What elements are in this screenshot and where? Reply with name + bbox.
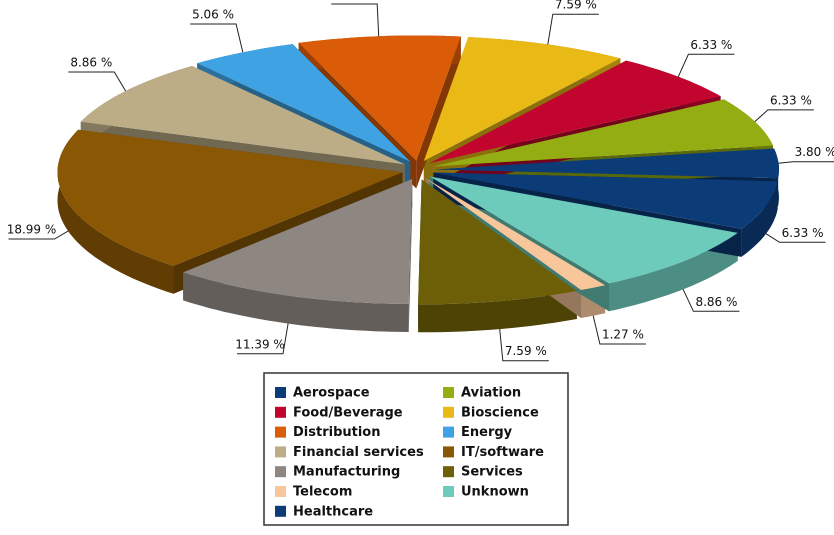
leader-line <box>499 329 549 362</box>
legend-swatch <box>275 505 286 517</box>
data-label: 8.86 % <box>70 56 112 70</box>
legend-label: Distribution <box>293 425 380 440</box>
legend-label: Aerospace <box>293 386 370 401</box>
data-label: 6.33 % <box>782 226 824 240</box>
slice-wall <box>418 291 577 333</box>
legend-label: Food/Beverage <box>293 405 403 420</box>
legend-swatch <box>275 406 286 418</box>
data-label: 7.59 % <box>555 0 597 12</box>
leader-line <box>754 109 814 122</box>
data-label: 6.33 % <box>690 38 732 52</box>
data-label: 7.59 % <box>333 0 375 1</box>
slice <box>298 35 461 161</box>
leader-line <box>778 161 834 164</box>
leader-line <box>68 71 127 92</box>
data-label: 18.99 % <box>7 223 57 237</box>
data-label: 7.59 % <box>505 344 547 358</box>
slice-wall <box>609 232 738 312</box>
slice-side <box>416 36 461 189</box>
leader-line <box>331 3 380 37</box>
data-label: 6.33 % <box>770 93 812 107</box>
legend-swatch <box>443 486 454 497</box>
slice <box>183 179 413 304</box>
data-label: 5.06 % <box>192 7 234 21</box>
slice <box>433 172 778 229</box>
leader-line <box>547 13 599 45</box>
leader-line <box>592 315 646 345</box>
slice <box>434 148 779 179</box>
legend-label: Unknown <box>461 485 529 500</box>
slice <box>197 44 411 162</box>
legend-label: Energy <box>461 425 513 440</box>
legend-box <box>263 372 569 526</box>
leader-line <box>237 323 289 355</box>
slice <box>425 178 606 290</box>
slice <box>423 37 621 161</box>
legend-swatch <box>443 426 454 438</box>
legend-label: Financial services <box>293 445 424 460</box>
legend-swatch <box>443 387 454 398</box>
legend-label: IT/software <box>461 445 544 460</box>
leader-line <box>765 233 826 243</box>
legend-swatch <box>275 426 286 438</box>
leader-line <box>190 23 244 53</box>
legend-swatch <box>443 406 454 418</box>
legend-swatch <box>443 446 454 458</box>
slice-side <box>408 179 413 332</box>
legend-swatch <box>275 486 286 497</box>
legend-label: Manufacturing <box>293 465 400 480</box>
leader-line <box>682 289 740 312</box>
legend-swatch <box>275 466 286 478</box>
slice-wall <box>741 181 778 257</box>
leader-line <box>8 230 69 240</box>
data-label: 11.39 % <box>235 337 285 351</box>
legend-label: Bioscience <box>461 405 539 420</box>
legend-label: Healthcare <box>293 504 373 519</box>
legend-label: Aviation <box>461 386 521 401</box>
data-label: 3.80 % <box>795 145 834 159</box>
slice <box>432 99 773 167</box>
legend-swatch <box>275 387 286 398</box>
legend-swatch <box>443 466 454 478</box>
data-label: 8.86 % <box>695 295 737 309</box>
slice <box>429 60 721 164</box>
leader-line <box>677 53 735 77</box>
slice <box>57 129 403 266</box>
slice-wall <box>183 272 409 332</box>
legend-label: Telecom <box>293 485 352 500</box>
slice <box>418 179 577 305</box>
slice <box>429 176 738 284</box>
legend-swatch <box>275 446 286 458</box>
data-label: 1.27 % <box>602 328 644 342</box>
slice <box>80 66 406 165</box>
legend-label: Services <box>461 465 523 480</box>
